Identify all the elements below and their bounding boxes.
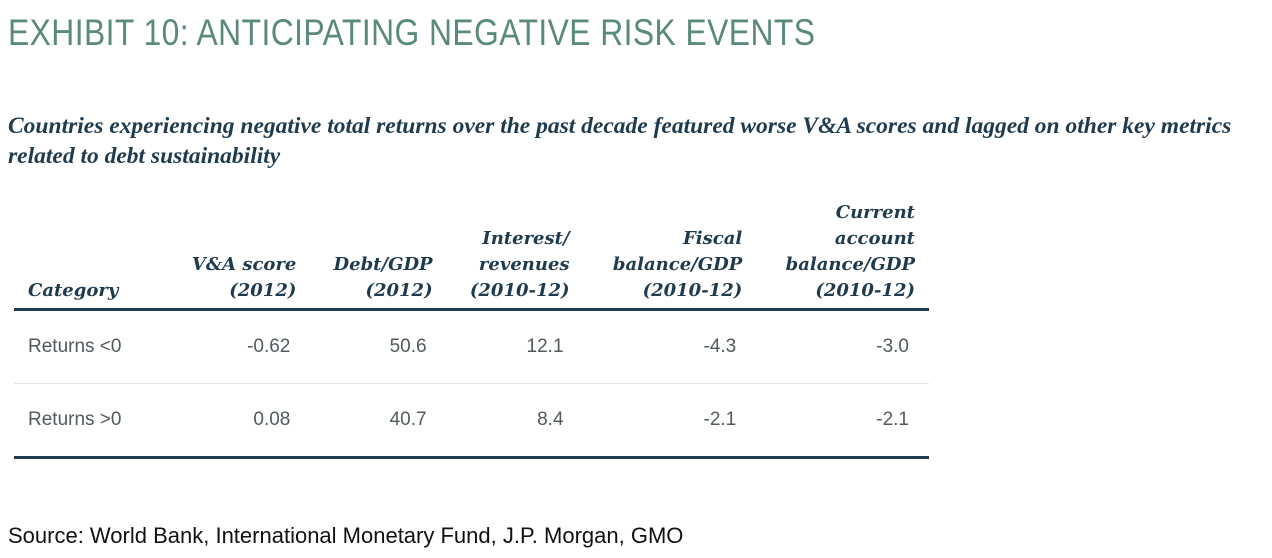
column-header-va-score: V&A score (2012): [167, 200, 311, 311]
table-cell: 12.1: [446, 309, 584, 384]
table-row: Returns <0 -0.62 50.6 12.1 -4.3 -3.0: [14, 309, 929, 384]
table-cell: 0.08: [167, 383, 311, 459]
column-header-interest-revenues: Interest/ revenues (2010-12): [446, 200, 584, 311]
source-note: Source: World Bank, International Moneta…: [8, 523, 684, 548]
column-header-category: Category: [14, 200, 168, 311]
column-header-fiscal-balance: Fiscal balance/GDP (2010-12): [583, 200, 757, 311]
table-cell: 50.6: [310, 309, 447, 384]
subtitle: Countries experiencing negative total re…: [8, 113, 1232, 169]
table-cell: -4.3: [583, 309, 757, 384]
table-cell: Returns <0: [14, 309, 168, 384]
table-row: Returns >0 0.08 40.7 8.4 -2.1 -2.1: [14, 383, 929, 459]
table-cell: -3.0: [756, 309, 929, 384]
data-table: Category V&A score (2012) Debt/GDP (2012…: [14, 200, 929, 459]
table-cell: 8.4: [446, 383, 584, 459]
exhibit-title: EXHIBIT 10: ANTICIPATING NEGATIVE RISK E…: [8, 12, 816, 53]
table-cell: -0.62: [167, 309, 311, 384]
table-cell: Returns >0: [14, 383, 168, 459]
table-cell: -2.1: [756, 383, 929, 459]
table-cell: 40.7: [310, 383, 447, 459]
column-header-debt-gdp: Debt/GDP (2012): [310, 200, 447, 311]
table-header-row: Category V&A score (2012) Debt/GDP (2012…: [14, 200, 929, 311]
table-cell: -2.1: [583, 383, 757, 459]
column-header-current-account: Current account balance/GDP (2010-12): [756, 200, 929, 311]
